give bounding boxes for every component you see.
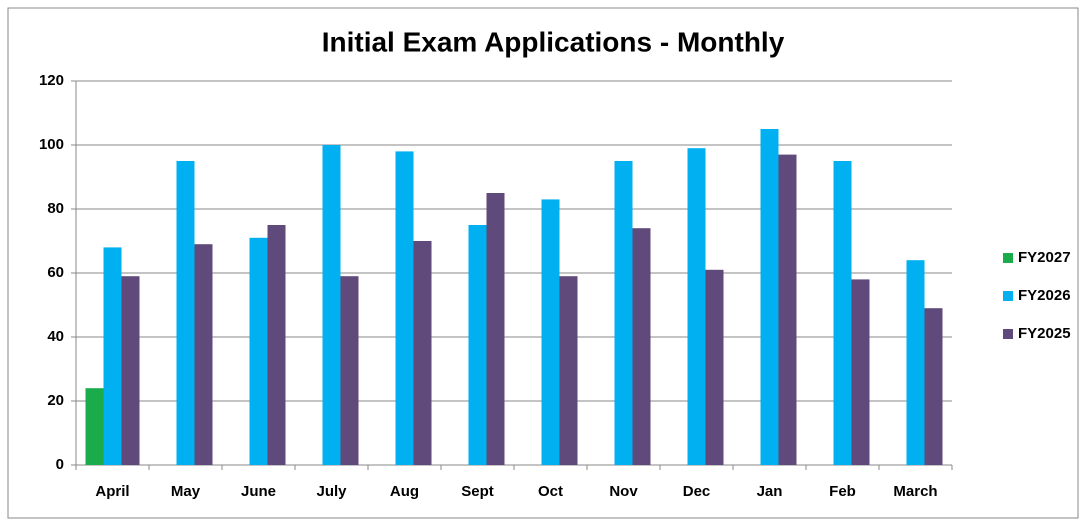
bar	[103, 247, 122, 465]
bar	[194, 244, 213, 465]
x-tick-label: Aug	[390, 483, 419, 500]
y-tick-label: 0	[56, 456, 64, 473]
x-tick-label: March	[893, 483, 937, 500]
x-tick-label: Oct	[538, 483, 563, 500]
bar	[340, 276, 359, 465]
y-tick-label: 60	[47, 264, 64, 281]
legend-label: FY2026	[1018, 287, 1071, 304]
x-tick-label: Jan	[757, 483, 783, 500]
legend-swatch	[1003, 329, 1013, 339]
bar	[395, 151, 414, 465]
bar	[924, 308, 943, 465]
x-tick-label: Dec	[683, 483, 711, 500]
x-tick-label: Nov	[609, 483, 638, 500]
y-tick-label: 120	[39, 72, 64, 89]
bar	[614, 161, 633, 465]
bar	[249, 237, 268, 465]
bar	[486, 193, 505, 465]
bar	[176, 161, 195, 465]
bar	[559, 276, 578, 465]
bar	[413, 241, 432, 465]
legend-label: FY2027	[1018, 249, 1071, 266]
bar	[906, 260, 925, 465]
y-tick-label: 100	[39, 136, 64, 153]
bar	[322, 145, 341, 465]
bar	[85, 388, 104, 465]
bar	[541, 199, 560, 465]
x-tick-label: Feb	[829, 483, 856, 500]
bar	[851, 279, 870, 465]
bar	[121, 276, 140, 465]
bar	[632, 228, 651, 465]
bar	[778, 154, 797, 465]
legend-swatch	[1003, 253, 1013, 263]
bar	[468, 225, 487, 465]
x-tick-label: May	[171, 483, 201, 500]
bar	[760, 129, 779, 465]
y-tick-label: 80	[47, 200, 64, 217]
chart-title: Initial Exam Applications - Monthly	[322, 26, 785, 57]
x-tick-label: April	[95, 483, 129, 500]
x-tick-label: June	[241, 483, 276, 500]
legend-swatch	[1003, 291, 1013, 301]
bar	[267, 225, 286, 465]
bar	[687, 148, 706, 465]
bar	[705, 269, 724, 465]
y-tick-label: 40	[47, 328, 64, 345]
x-tick-label: July	[316, 483, 347, 500]
y-tick-label: 20	[47, 392, 64, 409]
legend-label: FY2025	[1018, 325, 1071, 342]
x-tick-label: Sept	[461, 483, 494, 500]
bar	[833, 161, 852, 465]
